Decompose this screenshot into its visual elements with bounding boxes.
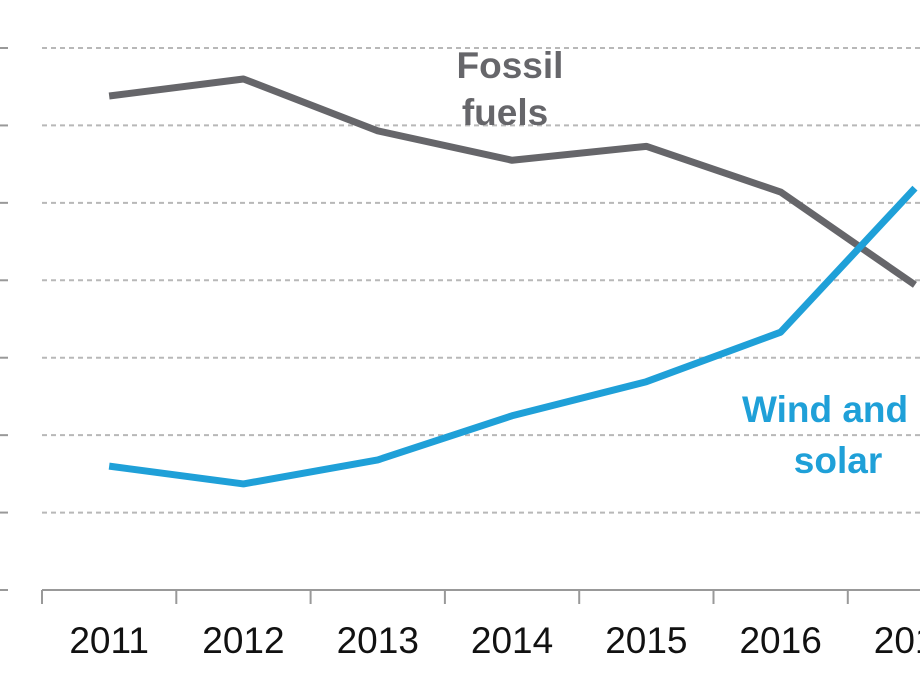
- x-tick-label: 2017: [874, 620, 920, 661]
- x-tick-label: 2012: [202, 620, 284, 661]
- series-line: [108, 185, 918, 488]
- series-label: solar: [794, 440, 882, 481]
- x-tick-label: 2015: [605, 620, 687, 661]
- x-tick-label: 2014: [471, 620, 553, 661]
- x-tick-label: 2016: [739, 620, 821, 661]
- series-line: [108, 75, 917, 288]
- series-label: Fossil: [457, 45, 564, 86]
- x-tick-label: 2011: [69, 620, 149, 661]
- x-tick-label: 2013: [337, 620, 419, 661]
- series-label: fuels: [462, 92, 548, 133]
- series-label: Wind and: [742, 389, 908, 430]
